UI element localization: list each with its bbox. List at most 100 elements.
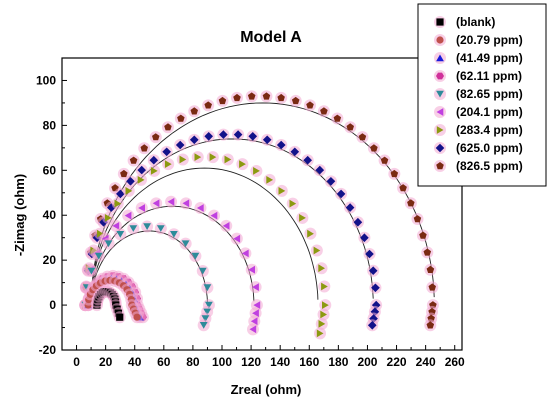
data-point — [116, 313, 124, 321]
axes: 0 20 40 60 80 100 120 140 160 180 200 220 240 260 -20 0… — [36, 73, 465, 369]
data-point — [318, 320, 326, 328]
x-tick-label: 80 — [186, 355, 200, 369]
data-point — [367, 321, 377, 330]
x-tick-label: 20 — [99, 355, 113, 369]
legend-marker — [436, 162, 444, 170]
data-point — [250, 317, 258, 326]
data-point — [276, 140, 286, 150]
legend-marker — [436, 108, 444, 116]
data-point — [104, 214, 112, 222]
data-point — [365, 249, 374, 259]
y-tick-label: 60 — [43, 163, 57, 177]
data-point — [315, 165, 325, 175]
x-tick-label: 180 — [328, 355, 348, 369]
data-point — [190, 107, 198, 115]
series-1 — [82, 274, 144, 324]
data-point — [368, 266, 378, 275]
y-tick-label: -20 — [39, 343, 57, 357]
data-point — [316, 329, 324, 338]
data-point — [333, 114, 342, 122]
y-tick-label: 40 — [43, 208, 57, 222]
data-point — [194, 153, 202, 161]
legend-label: (41.49 ppm) — [456, 51, 523, 65]
x-tick-label: 160 — [299, 355, 319, 369]
legend-label: (283.4 ppm) — [456, 123, 523, 137]
data-point — [370, 144, 378, 152]
data-point — [336, 189, 346, 199]
legend-label: (204.1 ppm) — [456, 105, 523, 119]
legend-label: (625.0 ppm) — [456, 141, 523, 155]
data-point — [277, 93, 285, 102]
data-point — [94, 252, 103, 260]
data-point — [303, 155, 312, 165]
data-point — [181, 240, 190, 248]
x-axis-title: Zreal (ohm) — [231, 382, 302, 397]
data-point — [218, 96, 227, 105]
legend-label: (20.79 ppm) — [456, 33, 523, 47]
chart-title: Model A — [240, 29, 302, 46]
data-point — [199, 322, 208, 329]
x-tick-label: 60 — [157, 355, 171, 369]
data-point — [252, 283, 259, 291]
data-point — [266, 176, 274, 184]
legend-marker — [435, 143, 445, 153]
data-point — [104, 240, 113, 248]
legend-marker — [436, 72, 444, 80]
x-tick-label: 220 — [387, 355, 407, 369]
data-point — [428, 283, 436, 291]
data-point — [313, 246, 321, 255]
data-point — [138, 204, 145, 212]
data-point — [346, 123, 354, 131]
plot-area — [61, 57, 463, 351]
data-point — [262, 92, 271, 100]
data-point — [87, 267, 96, 275]
data-point — [345, 203, 355, 212]
data-point — [426, 321, 435, 329]
legend: (blank) (20.79 ppm) (41.49 ppm) (62.11 ppm)… — [417, 3, 547, 187]
data-point — [129, 225, 138, 232]
legend-label: (826.5 ppm) — [456, 159, 523, 173]
data-point — [322, 301, 329, 309]
data-point — [125, 187, 133, 195]
data-point — [252, 309, 259, 318]
x-tick-label: 260 — [445, 355, 465, 369]
x-tick-label: 240 — [416, 355, 436, 369]
plot-border — [61, 57, 463, 351]
legend-label: (blank) — [456, 15, 495, 29]
data-point — [321, 282, 328, 291]
data-point — [318, 264, 325, 273]
legend-marker — [436, 18, 444, 26]
data-point — [198, 267, 207, 275]
data-point — [204, 132, 213, 141]
data-point — [143, 223, 151, 230]
data-point — [219, 130, 228, 139]
data-point — [116, 231, 125, 238]
data-point — [205, 301, 213, 309]
data-point — [129, 156, 138, 164]
data-point — [370, 307, 380, 317]
data-point — [203, 308, 212, 316]
y-tick-label: 20 — [43, 253, 57, 267]
x-tick-label: 120 — [241, 355, 261, 369]
data-point — [96, 229, 104, 238]
data-point — [413, 215, 422, 223]
data-point — [233, 130, 243, 139]
data-point — [262, 135, 272, 145]
data-point — [360, 233, 369, 243]
data-point — [278, 187, 286, 195]
data-point — [320, 310, 327, 319]
data-point — [233, 234, 241, 243]
fit-curve — [90, 102, 435, 298]
data-point — [107, 203, 116, 212]
data-point — [152, 199, 160, 208]
data-point — [249, 325, 257, 334]
data-point — [120, 169, 128, 178]
legend-marker — [436, 126, 444, 134]
data-point — [380, 156, 389, 164]
data-point — [133, 313, 141, 321]
data-point — [320, 107, 328, 115]
y-tick-label: 80 — [43, 118, 57, 132]
data-point — [233, 93, 241, 102]
legend-label: (82.65 ppm) — [456, 87, 523, 101]
data-point — [149, 155, 159, 165]
